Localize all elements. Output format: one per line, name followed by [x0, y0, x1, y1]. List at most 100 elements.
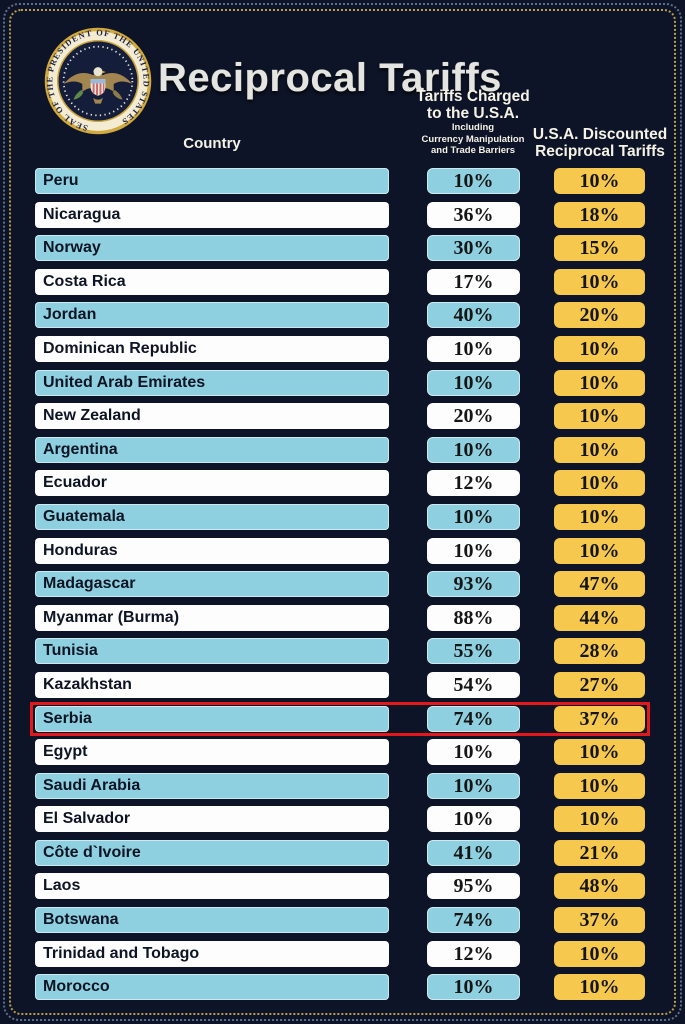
country-cell: United Arab Emirates [35, 369, 389, 396]
country-cell: Honduras [35, 537, 389, 564]
tariff-charged-value: 10% [453, 808, 494, 831]
table-row: Côte d`Ivoire 41% 21% [35, 839, 645, 866]
discounted-tariff-cell: 15% [554, 235, 645, 262]
tariff-charged-value: 10% [453, 774, 494, 797]
charged-header-line2: to the U.S.A. [426, 105, 520, 122]
tariff-charged-cell: 10% [427, 739, 520, 766]
discounted-tariff-cell: 10% [554, 503, 645, 530]
discounted-tariff-value: 10% [579, 405, 620, 428]
country-cell: Jordan [35, 302, 389, 329]
country-cell: Laos [35, 873, 389, 900]
table-row: Jordan 40% 20% [35, 302, 645, 329]
table-row: Dominican Republic 10% 10% [35, 335, 645, 362]
table-row: Laos 95% 48% [35, 873, 645, 900]
country-cell: Ecuador [35, 470, 389, 497]
discounted-tariff-value: 10% [579, 741, 620, 764]
country-cell: Dominican Republic [35, 335, 389, 362]
country-cell: New Zealand [35, 403, 389, 430]
discounted-tariff-cell: 10% [554, 806, 645, 833]
tariff-charged-cell: 30% [427, 235, 520, 262]
tariff-charged-cell: 88% [427, 604, 520, 631]
tariff-charged-value: 74% [453, 707, 494, 730]
discounted-tariff-cell: 21% [554, 839, 645, 866]
table-row: Trinidad and Tobago 12% 10% [35, 940, 645, 967]
discounted-tariff-value: 15% [579, 237, 620, 260]
country-cell: Morocco [35, 974, 389, 1001]
table-row: Norway 30% 15% [35, 235, 645, 262]
tariff-charged-cell: 74% [427, 907, 520, 934]
tariff-charged-value: 10% [453, 741, 494, 764]
discounted-tariff-value: 37% [579, 909, 620, 932]
tariff-charged-value: 93% [453, 573, 494, 596]
tariff-table: Peru 10% 10% Nicaragua 36% 18% Norway 30… [30, 168, 650, 1001]
discounted-tariff-cell: 18% [554, 201, 645, 228]
tariff-charged-value: 95% [453, 875, 494, 898]
country-label: United Arab Emirates [43, 373, 206, 391]
country-cell: Nicaragua [35, 201, 389, 228]
table-row: Ecuador 12% 10% [35, 470, 645, 497]
country-cell: Tunisia [35, 638, 389, 665]
discounted-tariff-cell: 10% [554, 470, 645, 497]
country-label: Botswana [43, 911, 119, 929]
tariff-charged-value: 10% [453, 505, 494, 528]
table-row: Serbia 74% 37% [30, 701, 650, 736]
country-label: Ecuador [43, 474, 108, 492]
discounted-tariff-cell: 10% [554, 168, 645, 194]
tariff-charged-cell: 10% [427, 503, 520, 530]
discounted-tariff-cell: 27% [554, 671, 645, 698]
discounted-tariff-cell: 10% [554, 403, 645, 430]
table-row: Nicaragua 36% 18% [35, 201, 645, 228]
page-title: Reciprocal Tariffs [158, 56, 502, 100]
tariff-charged-cell: 40% [427, 302, 520, 329]
discounted-tariff-value: 10% [579, 472, 620, 495]
discounted-tariff-value: 10% [579, 438, 620, 461]
discounted-tariff-cell: 10% [554, 940, 645, 967]
country-label: Peru [43, 172, 79, 189]
tariff-charged-cell: 55% [427, 638, 520, 665]
tariff-charged-cell: 93% [427, 571, 520, 598]
table-row: Tunisia 55% 28% [35, 638, 645, 665]
discounted-tariff-value: 27% [579, 673, 620, 696]
discounted-tariff-value: 20% [579, 304, 620, 327]
column-header-discounted: U.S.A. Discounted Reciprocal Tariffs [532, 126, 668, 160]
country-cell: Myanmar (Burma) [35, 604, 389, 631]
discounted-tariff-cell: 10% [554, 537, 645, 564]
discounted-tariff-value: 48% [579, 875, 620, 898]
country-cell: Saudi Arabia [35, 772, 389, 799]
column-header-country: Country [183, 135, 241, 152]
column-header-tariffs-charged: Tariffs Charged to the U.S.A. Including … [398, 88, 548, 157]
tariff-charged-value: 55% [453, 640, 494, 663]
charged-header-sub1: Including [451, 122, 495, 133]
discounted-tariff-value: 37% [579, 707, 620, 730]
tariff-charged-value: 10% [453, 539, 494, 562]
country-label: Tunisia [43, 642, 98, 660]
country-cell: Trinidad and Tobago [35, 940, 389, 967]
discounted-tariff-value: 10% [579, 170, 620, 192]
tariff-charged-value: 30% [453, 237, 494, 260]
tariff-charged-value: 10% [453, 371, 494, 394]
country-cell: Botswana [35, 907, 389, 934]
country-label: Laos [43, 877, 81, 895]
country-label: Serbia [43, 709, 92, 727]
discounted-tariff-value: 18% [579, 203, 620, 226]
tariff-charged-cell: 41% [427, 839, 520, 866]
charged-header-sub3: and Trade Barriers [431, 145, 515, 156]
table-row: Morocco 10% 10% [35, 974, 645, 1001]
country-label: Egypt [43, 743, 88, 761]
tariff-charged-cell: 12% [427, 470, 520, 497]
table-row: United Arab Emirates 10% 10% [35, 369, 645, 396]
discounted-tariff-value: 47% [579, 573, 620, 596]
discounted-tariff-value: 28% [579, 640, 620, 663]
table-row: Argentina 10% 10% [35, 436, 645, 463]
tariff-charged-value: 41% [453, 841, 494, 864]
tariff-charged-value: 10% [453, 170, 494, 192]
tariff-charged-cell: 10% [427, 806, 520, 833]
country-label: Guatemala [43, 507, 125, 525]
charged-header-sub2: Currency Manipulation [421, 133, 525, 145]
tariff-charged-cell: 10% [427, 168, 520, 194]
table-row: Egypt 10% 10% [35, 739, 645, 766]
charged-header-line1: Tariffs Charged [416, 88, 530, 105]
table-row: Kazakhstan 54% 27% [35, 671, 645, 698]
discounted-tariff-cell: 48% [554, 873, 645, 900]
country-label: Trinidad and Tobago [43, 944, 200, 962]
